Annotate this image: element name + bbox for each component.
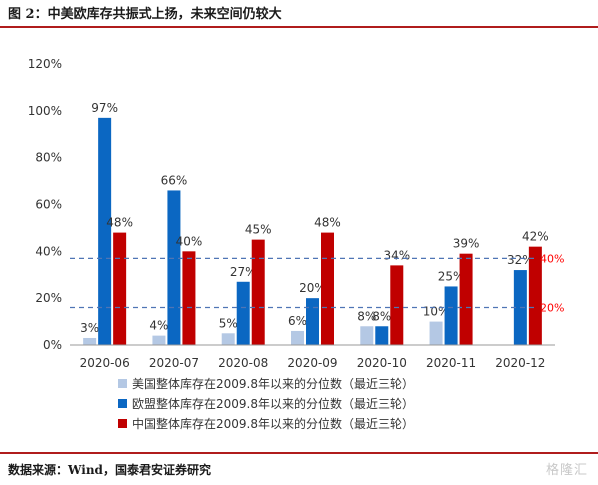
data-label: 8%	[372, 309, 391, 323]
x-tick-label: 2020-09	[287, 356, 337, 370]
bar-eu	[98, 117, 112, 345]
y-tick-label: 0%	[43, 338, 62, 352]
x-tick-label: 2020-07	[149, 356, 199, 370]
footer-rule	[0, 452, 598, 454]
legend-swatch	[118, 419, 127, 428]
data-source: 数据来源：Wind，国泰君安证券研究	[8, 463, 211, 477]
data-label: 3%	[80, 321, 99, 335]
bar-cn	[528, 246, 542, 345]
bar-cn	[321, 232, 334, 345]
y-axis: 0% 20% 40% 60% 80% 100% 120%	[28, 57, 62, 352]
x-tick-label: 2020-06	[80, 356, 130, 370]
data-label: 5%	[219, 316, 238, 330]
bar-us	[291, 330, 304, 345]
data-label: 4%	[149, 319, 168, 333]
bar-us	[360, 326, 374, 345]
data-label: 27%	[230, 265, 257, 279]
y-tick-label: 40%	[35, 244, 62, 258]
data-label: 48%	[314, 216, 341, 230]
legend-label: 中国整体库存在2009.8年以来的分位数（最近三轮）	[132, 416, 414, 431]
x-tick-label: 2020-12	[495, 356, 545, 370]
data-label: 42%	[522, 230, 549, 244]
x-tick-label: 2020-11	[426, 356, 476, 370]
bar-us	[221, 333, 235, 345]
x-axis: 2020-06 2020-07 2020-08 2020-09 2020-10 2020-…	[70, 344, 555, 370]
data-label: 48%	[106, 216, 133, 230]
bar-cn	[251, 239, 265, 345]
data-label: 39%	[453, 237, 480, 251]
bar-eu	[306, 298, 319, 345]
reference-lines: 40% 20%	[70, 252, 564, 315]
watermark-logo: 格隆汇	[545, 463, 588, 478]
inventory-percentile-chart: 0% 20% 40% 60% 80% 100% 120% 3% 97% 48% 4% 66% 40% 5…	[28, 57, 565, 431]
bar-cn	[459, 253, 473, 345]
data-label: 8%	[357, 309, 376, 323]
data-label: 40%	[176, 234, 203, 248]
legend-swatch	[118, 399, 127, 408]
figure-title: 图 2：中美欧库存共振式上扬，未来空间仍较大	[8, 7, 282, 22]
data-label: 66%	[161, 173, 188, 187]
legend-label: 欧盟整体库存在2009.8年以来的分位数（最近三轮）	[132, 396, 414, 411]
bar-cn	[113, 232, 127, 345]
bar-us	[429, 321, 443, 345]
bar-cn	[390, 265, 404, 345]
data-label: 20%	[299, 281, 326, 295]
data-label: 25%	[438, 269, 465, 283]
title-rule	[0, 26, 598, 28]
bar-eu	[444, 286, 458, 345]
bars: 3%97%48%4%66%40%5%27%45%6%20%48%8%8%34%1…	[80, 101, 549, 345]
y-tick-label: 100%	[28, 104, 62, 118]
y-tick-label: 80%	[35, 151, 62, 165]
x-tick-label: 2020-08	[218, 356, 268, 370]
y-tick-label: 60%	[35, 198, 62, 212]
bar-us	[152, 335, 166, 345]
y-tick-label: 120%	[28, 57, 62, 71]
bar-us	[83, 337, 97, 345]
legend-label: 美国整体库存在2009.8年以来的分位数（最近三轮）	[132, 376, 414, 391]
bar-eu	[236, 281, 250, 345]
data-label: 6%	[288, 314, 307, 328]
reference-label: 20%	[540, 302, 564, 315]
legend: 美国整体库存在2009.8年以来的分位数（最近三轮） 欧盟整体库存在2009.8年…	[118, 376, 414, 431]
data-label: 32%	[507, 253, 534, 267]
x-tick-label: 2020-10	[357, 356, 407, 370]
bar-eu	[167, 190, 181, 345]
bar-cn	[182, 251, 196, 345]
bar-eu	[375, 326, 389, 345]
legend-swatch	[118, 379, 127, 388]
data-label: 34%	[383, 248, 410, 262]
reference-label: 40%	[540, 252, 564, 265]
data-label: 45%	[245, 223, 272, 237]
y-tick-label: 20%	[35, 291, 62, 305]
data-label: 97%	[91, 101, 118, 115]
